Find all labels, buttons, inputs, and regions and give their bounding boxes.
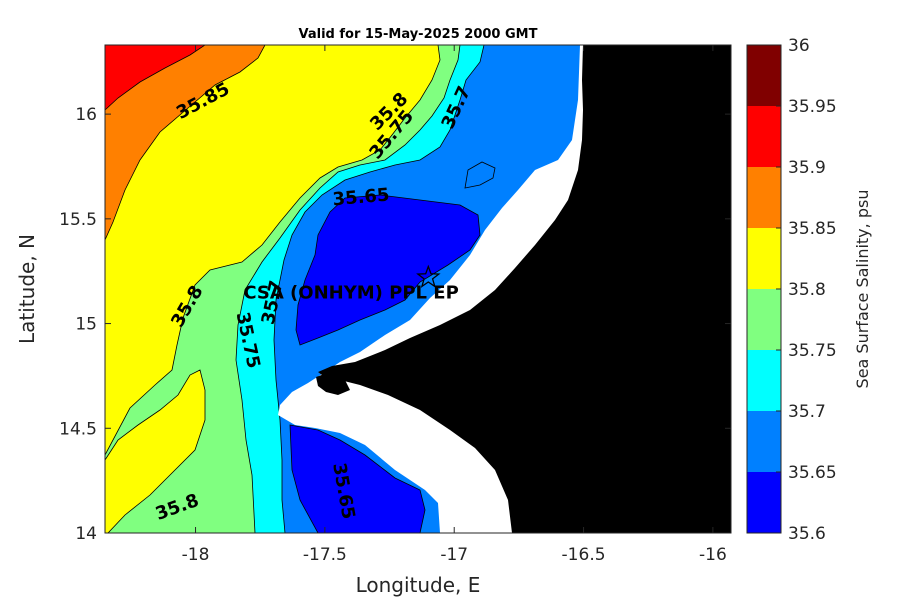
y-tick-label: 16 [75,105,97,125]
y-tick-label: 14.5 [59,419,97,439]
chart-title: Valid for 15-May-2025 2000 GMT [299,27,538,42]
colorbar-tick-label: 35.7 [788,402,826,422]
colorbar: 35.6 35.65 35.7 35.75 35.8 35.85 35.9 35.95 36 [746,36,837,544]
colorbar-tick-label: 35.8 [788,280,826,300]
band-35.6-35.65 [295,194,481,346]
cape-land [316,372,350,395]
colorbar-tick-label: 35.85 [788,219,837,239]
band-35.8-35.85-inner [105,369,206,533]
colorbar-tick-label: 35.65 [788,463,837,483]
colorbar-tick-label: 35.95 [788,97,837,117]
band-35.6-35.65-south [289,424,426,533]
annotations: CSA (ONHYM) PPL EP [243,264,459,303]
land [318,45,731,533]
eddy-35.65-35.7 [464,161,496,189]
band-35.9-35.95 [105,45,206,111]
x-tick-label: -17 [440,545,468,565]
colorbar-tick-label: 35.6 [788,524,826,544]
band-35.85-35.9 [105,45,266,241]
colorbar-segment [747,289,781,350]
colorbar-tick-label: 35.9 [788,158,826,178]
x-axis-ticks: -18 -17.5 -17 -16.5 -16 [182,45,727,565]
colorbar-segment [747,167,781,228]
colorbar-segment [747,472,781,533]
y-tick-label: 15 [75,315,97,335]
plot-area [105,45,731,533]
contour-label: 35.65 [332,184,391,210]
colorbar-label: Sea Surface Salinity, psu [853,190,872,389]
colorbar-tick-label: 36 [788,36,810,56]
colorbar-segment [747,45,781,106]
y-tick-label: 15.5 [59,210,97,230]
site-star-marker [416,264,441,288]
x-tick-label: -16.5 [562,545,606,565]
colorbar-tick-label: 35.75 [788,341,837,361]
axes-box [104,44,732,534]
x-tick-label: -18 [182,545,210,565]
site-label: CSA (ONHYM) PPL EP [243,282,458,303]
x-tick-label: -16 [699,545,727,565]
y-tick-label: 14 [75,524,97,544]
colorbar-segment [747,411,781,472]
y-axis-label: Latitude, N [15,234,39,344]
colorbar-segment [747,350,781,411]
x-tick-label: -17.5 [303,545,347,565]
colorbar-segment [747,106,781,167]
colorbar-segment [747,228,781,289]
y-axis-ticks: 14 14.5 15 15.5 16 [59,105,731,544]
x-axis-label: Longitude, E [356,573,481,597]
